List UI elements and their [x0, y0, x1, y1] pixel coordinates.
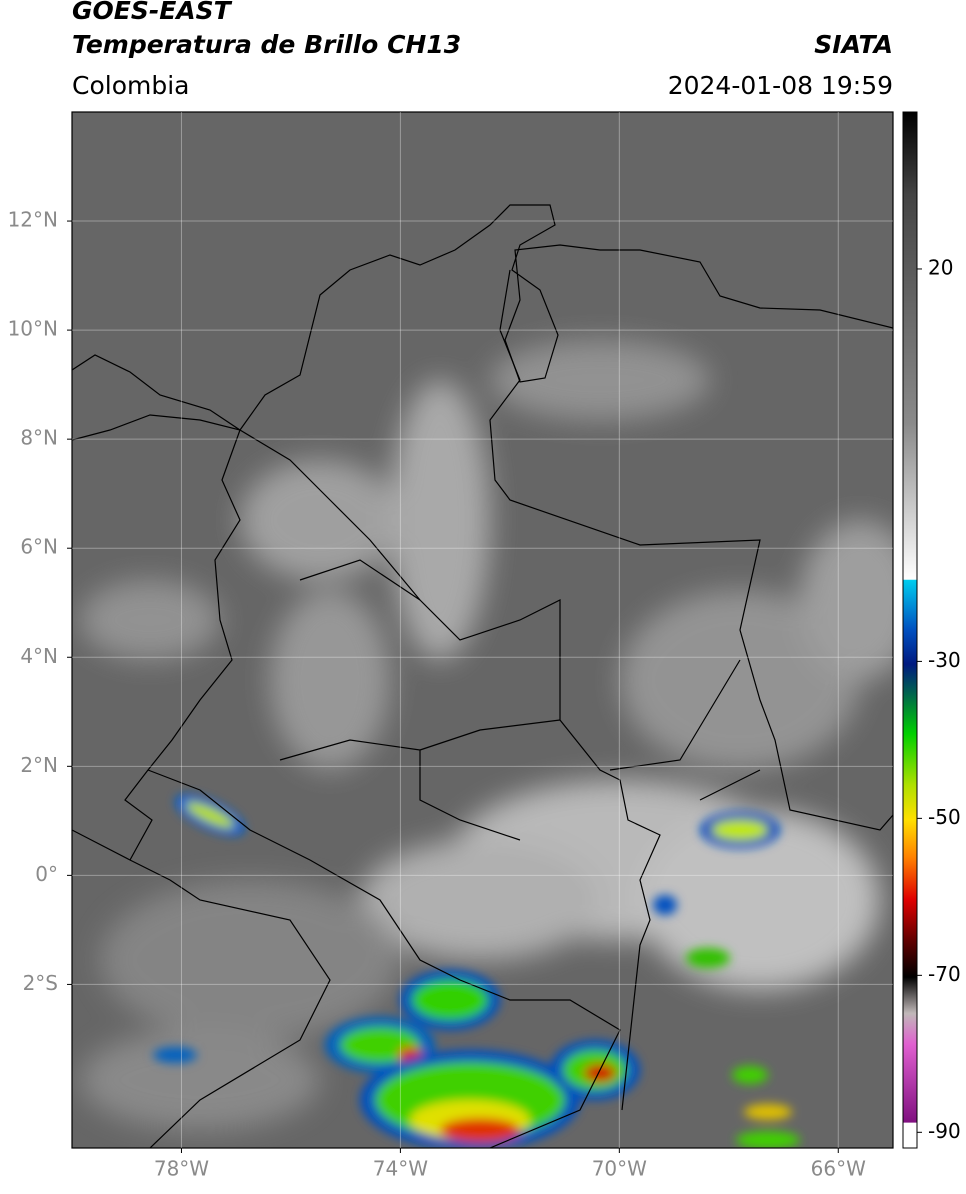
satellite-image — [72, 112, 893, 1148]
colorbar-tick-label: -90 — [928, 1119, 961, 1143]
colorbar-tick-label: 20 — [928, 255, 953, 279]
colorbar-tick-label: -50 — [928, 805, 961, 829]
x-tick-label: 74°W — [373, 1157, 428, 1181]
coastlines-borders — [72, 204, 893, 1148]
y-tick-label: 8°N — [20, 426, 58, 450]
y-tick-label: 12°N — [8, 208, 58, 232]
colorbar — [902, 111, 918, 1149]
colorbar-tick-label: -30 — [928, 648, 961, 672]
region: Colombia — [72, 71, 189, 100]
title: GOES-EAST — [72, 0, 233, 25]
subtitle: Temperatura de Brillo CH13 — [72, 30, 461, 59]
source: SIATA — [814, 30, 893, 59]
y-tick-label: 4°N — [20, 644, 58, 668]
x-tick-label: 66°W — [811, 1157, 866, 1181]
y-tick-label: 2°N — [20, 753, 58, 777]
y-tick-label: 10°N — [8, 317, 58, 341]
y-tick-label: 0° — [35, 862, 58, 886]
datetime: 2024-01-08 19:59 — [668, 71, 893, 100]
x-tick-label: 78°W — [154, 1157, 209, 1181]
colorbar-tick-label: -70 — [928, 962, 961, 986]
x-tick-label: 70°W — [592, 1157, 647, 1181]
y-tick-label: 6°N — [20, 535, 58, 559]
map-frame — [71, 111, 894, 1149]
y-tick-label: 2°S — [23, 971, 58, 995]
